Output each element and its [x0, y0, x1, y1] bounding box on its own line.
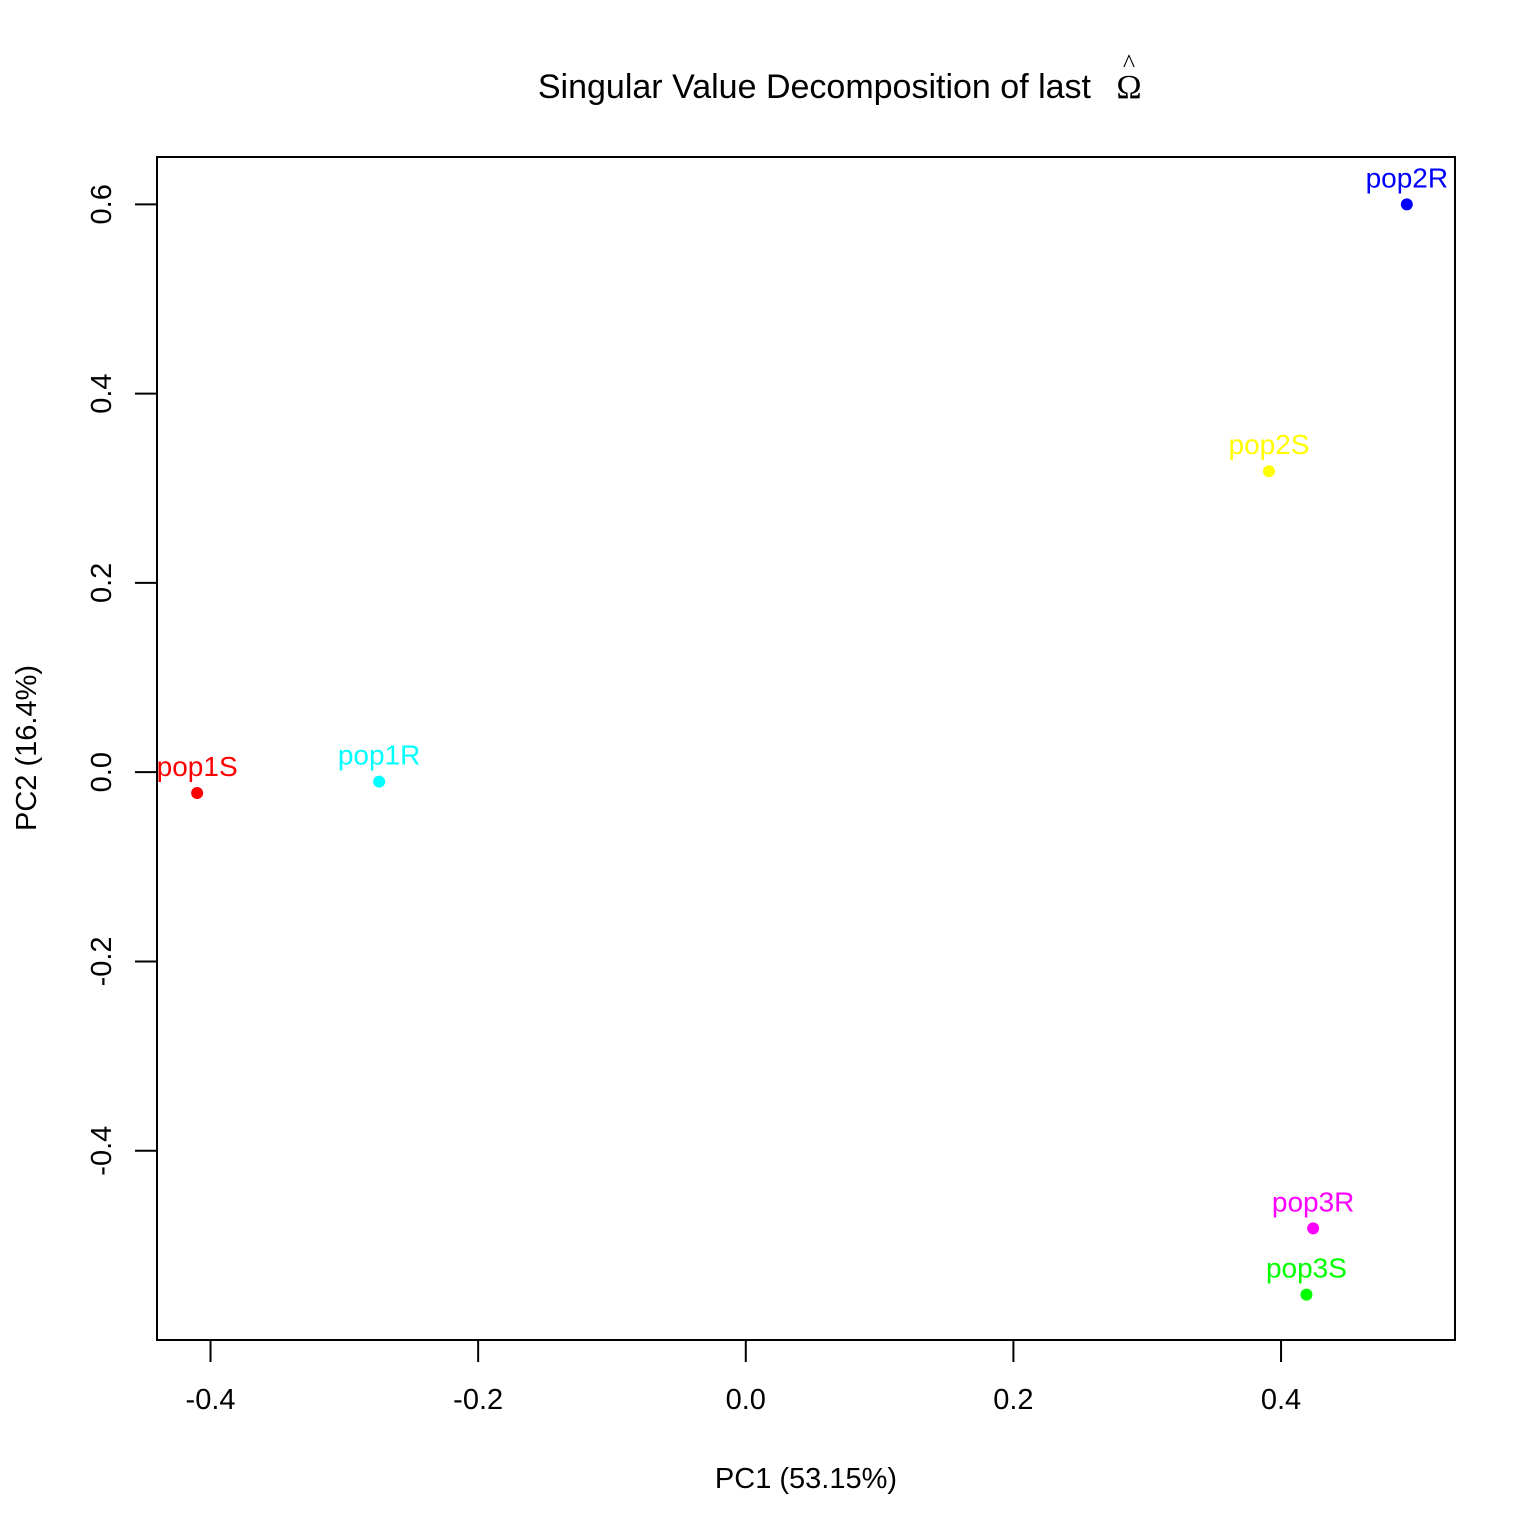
omega-symbol: Ω	[1116, 69, 1141, 106]
data-point-pop3R	[1307, 1222, 1320, 1235]
y-tick-label: 0.4	[86, 373, 118, 413]
data-points: pop1S pop1R pop2R pop2S pop3R pop3S	[157, 162, 1449, 1301]
point-label-pop2S: pop2S	[1229, 429, 1310, 460]
x-tick-label: 0.2	[993, 1384, 1033, 1416]
chart-title-text: Singular Value Decomposition of last	[538, 68, 1092, 106]
y-tick-label: -0.2	[86, 936, 118, 986]
y-tick-label: 0.0	[86, 752, 118, 792]
y-tick-label: -0.4	[86, 1126, 118, 1176]
point-label-pop1S: pop1S	[157, 751, 238, 782]
y-axis: -0.4 -0.2 0.0 0.2 0.4 0.6	[86, 184, 158, 1176]
data-point-pop2S	[1262, 465, 1275, 478]
data-point-pop2R	[1400, 198, 1413, 211]
y-tick-label: 0.6	[86, 184, 118, 224]
y-tick-label: 0.2	[86, 563, 118, 603]
x-tick-label: -0.4	[186, 1384, 236, 1416]
x-tick-label: 0.4	[1261, 1384, 1301, 1416]
point-label-pop3R: pop3R	[1272, 1186, 1355, 1217]
x-axis: -0.4 -0.2 0.0 0.2 0.4	[186, 1339, 1301, 1416]
data-point-pop3S	[1300, 1288, 1313, 1301]
x-tick-label: -0.2	[453, 1384, 503, 1416]
data-point-pop1R	[373, 775, 386, 788]
chart-title: Singular Value Decomposition of last Ω ^	[538, 49, 1142, 106]
point-label-pop2R: pop2R	[1366, 162, 1449, 193]
data-point-pop1S	[191, 786, 204, 799]
point-label-pop1R: pop1R	[338, 740, 421, 771]
x-axis-label: PC1 (53.15%)	[715, 1463, 897, 1495]
point-label-pop3S: pop3S	[1266, 1253, 1347, 1284]
omega-hat-accent: ^	[1123, 49, 1135, 78]
x-tick-label: 0.0	[726, 1384, 766, 1416]
y-axis-label: PC2 (16.4%)	[11, 665, 43, 831]
